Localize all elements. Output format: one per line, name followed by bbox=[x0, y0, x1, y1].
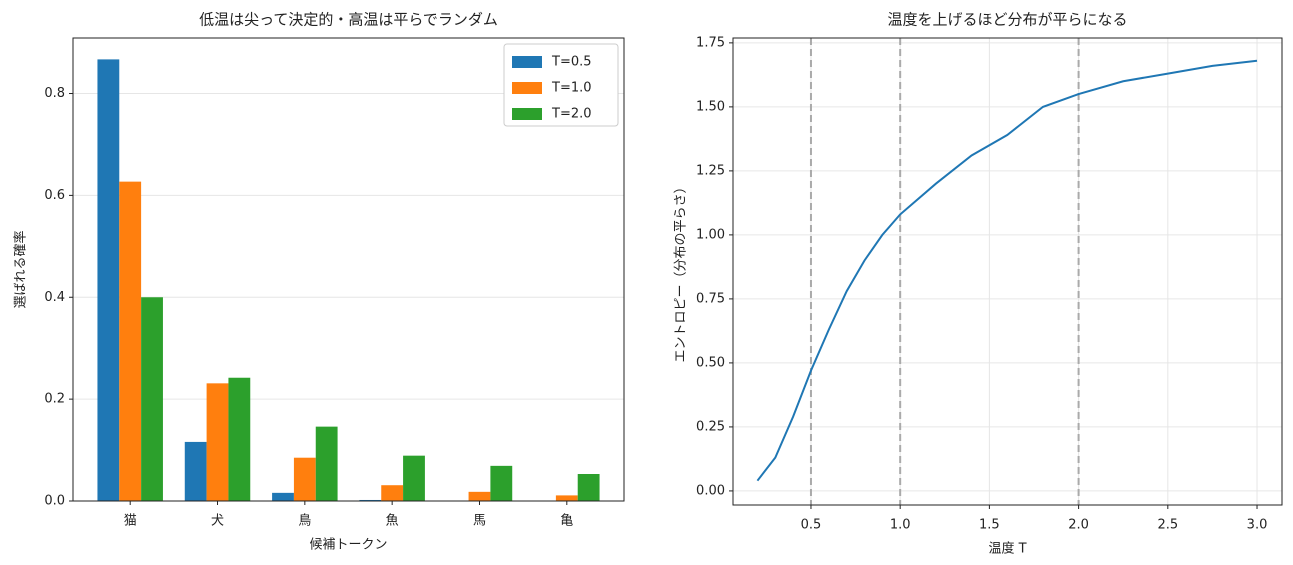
bar bbox=[293, 457, 316, 501]
plot-frame bbox=[72, 37, 625, 502]
y-tick-label: 0.00 bbox=[696, 483, 725, 498]
y-axis-label: 選ばれる確率 bbox=[13, 230, 29, 308]
chart-title: 低温は尖って決定的・高温は平らでランダム bbox=[199, 11, 498, 29]
y-tick-label: 0.6 bbox=[44, 188, 65, 203]
bar bbox=[119, 181, 142, 501]
legend-label: T=1.0 bbox=[551, 81, 592, 96]
legend-swatch bbox=[512, 82, 542, 94]
x-axis-label: 候補トークン bbox=[309, 538, 387, 553]
bar bbox=[555, 495, 578, 501]
x-tick-label: 1.5 bbox=[979, 518, 1000, 533]
bar bbox=[228, 377, 251, 501]
legend-label: T=0.5 bbox=[551, 55, 592, 70]
line-series bbox=[756, 59, 1258, 482]
x-tick-label: 2.0 bbox=[1068, 518, 1089, 533]
y-tick-label: 1.00 bbox=[696, 227, 725, 242]
x-tick-label: 猫 bbox=[124, 514, 137, 529]
legend-label: T=2.0 bbox=[551, 107, 592, 122]
bar bbox=[403, 455, 425, 501]
bar bbox=[490, 465, 513, 501]
y-tick-label: 0.8 bbox=[44, 86, 65, 101]
x-tick-label: 犬 bbox=[211, 514, 224, 529]
x-axis-label: 温度 T bbox=[988, 541, 1026, 557]
x-tick-label: 1.0 bbox=[890, 518, 911, 533]
y-tick-label: 1.25 bbox=[696, 163, 725, 178]
bar bbox=[272, 492, 294, 501]
y-tick-label: 0.25 bbox=[696, 419, 725, 434]
x-tick-label: 鳥 bbox=[298, 514, 311, 529]
y-tick-label: 0.2 bbox=[44, 392, 65, 407]
bar bbox=[141, 297, 163, 501]
x-tick-label: 3.0 bbox=[1247, 518, 1268, 533]
legend-swatch bbox=[512, 56, 542, 68]
x-tick-label: 魚 bbox=[386, 514, 399, 529]
bar bbox=[97, 59, 120, 502]
bar bbox=[184, 441, 207, 501]
bar bbox=[381, 485, 404, 501]
x-tick-label: 0.5 bbox=[801, 518, 822, 533]
legend-swatch bbox=[512, 108, 542, 120]
bar bbox=[206, 383, 229, 501]
plot-frame bbox=[732, 37, 1283, 506]
bar bbox=[468, 491, 491, 501]
y-tick-label: 0.75 bbox=[696, 291, 725, 306]
y-axis-label: エントロピー（分布の平らさ） bbox=[674, 180, 689, 362]
y-tick-label: 0.50 bbox=[696, 355, 725, 370]
bar bbox=[315, 426, 338, 501]
chart-title: 温度を上げるほど分布が平らになる bbox=[887, 11, 1127, 29]
y-tick-label: 0.4 bbox=[44, 290, 65, 305]
x-tick-label: 2.5 bbox=[1157, 518, 1178, 533]
x-tick-label: 馬 bbox=[473, 514, 486, 529]
y-tick-label: 1.50 bbox=[696, 99, 725, 114]
bar bbox=[359, 499, 382, 501]
y-tick-label: 1.75 bbox=[696, 35, 725, 50]
y-tick-label: 0.0 bbox=[44, 494, 65, 509]
bar bbox=[577, 474, 600, 501]
legend: T=0.5 T=1.0 T=2.0 bbox=[503, 43, 619, 127]
x-tick-label: 亀 bbox=[560, 514, 573, 529]
